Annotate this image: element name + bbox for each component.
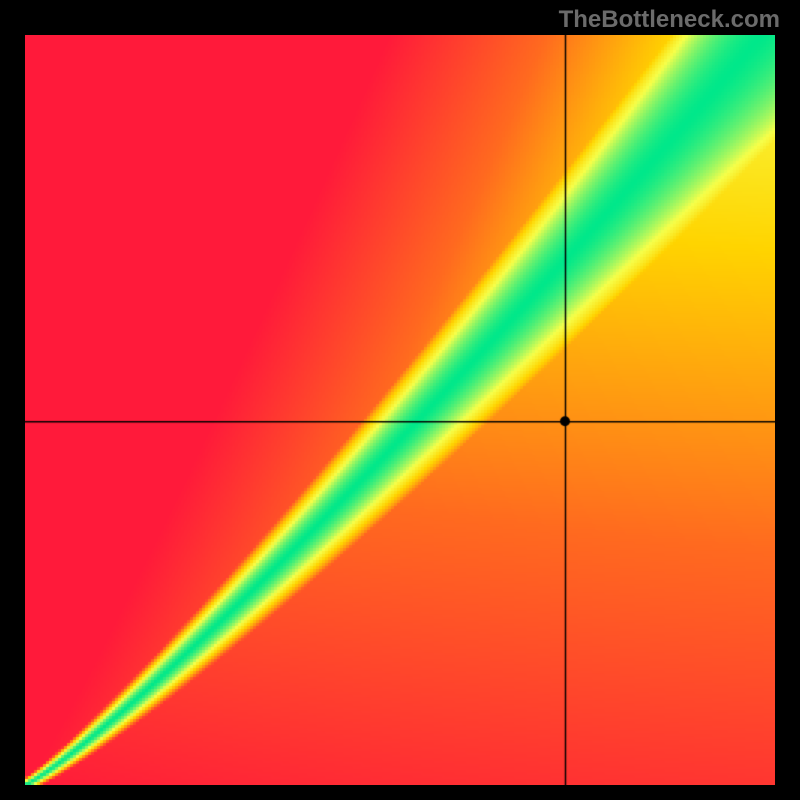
bottleneck-heatmap xyxy=(25,35,775,785)
watermark-text: TheBottleneck.com xyxy=(559,6,780,34)
